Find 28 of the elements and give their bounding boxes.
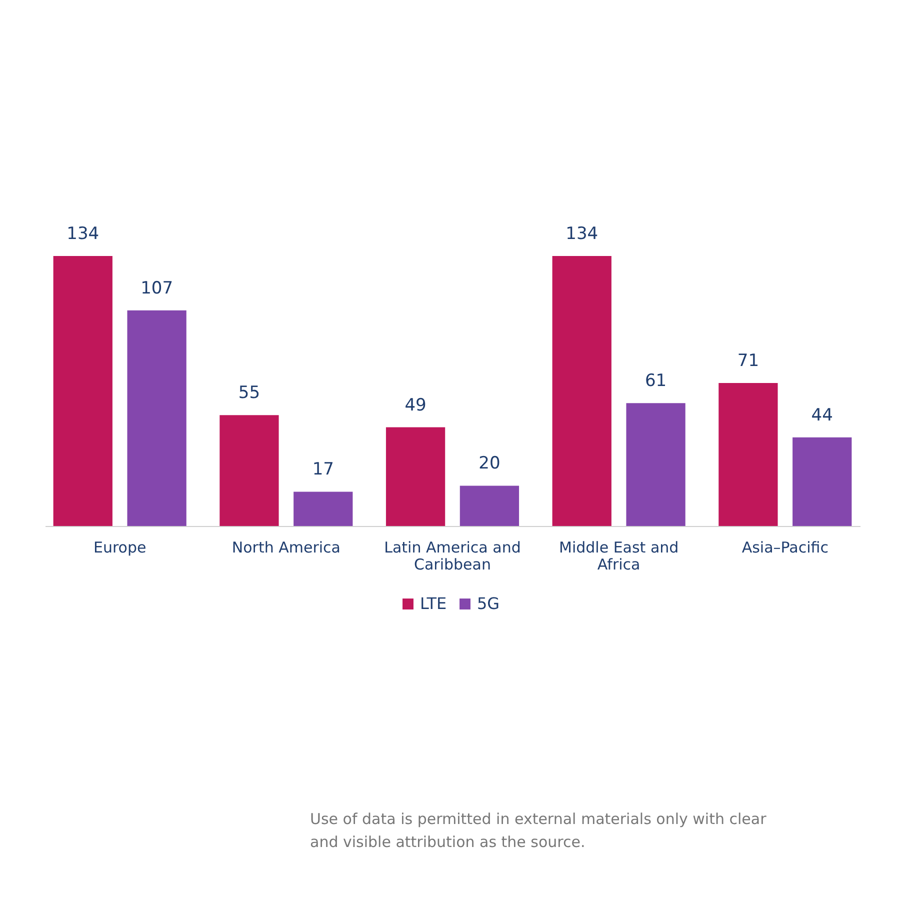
bar	[792, 437, 852, 526]
data-label: 44	[811, 405, 833, 426]
data-label: 134	[566, 224, 598, 244]
x-tick-label: North America	[232, 538, 340, 556]
data-label: 49	[404, 395, 426, 416]
bar	[386, 427, 446, 526]
x-tick-label: Asia–Pacific	[742, 538, 828, 556]
bar	[294, 492, 353, 526]
data-label: 55	[238, 383, 260, 404]
x-tick-label: Latin America and Caribbean	[384, 538, 521, 574]
legend-label: LTE	[420, 594, 447, 613]
legend-label: 5G	[477, 594, 500, 613]
x-tick-label: Europe	[93, 538, 146, 556]
bar	[220, 415, 279, 526]
bar	[53, 256, 112, 526]
data-label: 61	[644, 371, 667, 392]
bar	[552, 256, 612, 526]
bar	[127, 310, 186, 526]
data-label: 71	[737, 350, 760, 371]
text: Use of data is permitted in external materials only with clear and visible attribution as the source.	[310, 809, 768, 853]
x-tick-label: Middle East and Africa	[558, 538, 679, 574]
data-label: 17	[312, 460, 334, 480]
data-label: 107	[140, 278, 174, 298]
data-label: 134	[66, 224, 100, 244]
bar	[460, 486, 520, 526]
bar	[718, 382, 778, 526]
data-label: 20	[478, 454, 500, 474]
bar	[626, 403, 686, 526]
